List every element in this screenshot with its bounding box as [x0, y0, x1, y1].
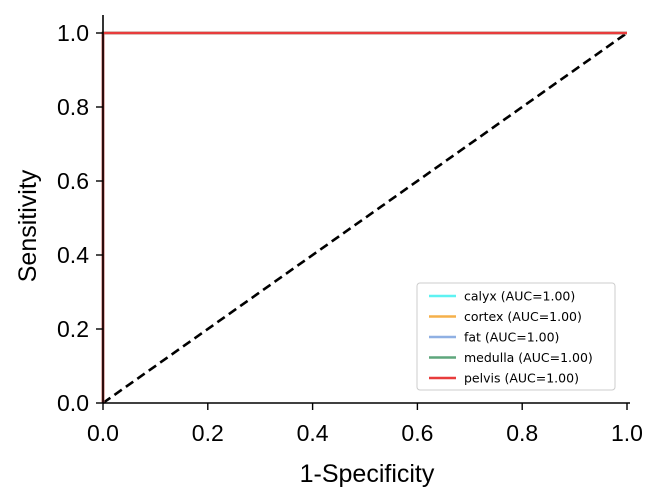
- y-tick-label: 0.8: [57, 94, 89, 120]
- x-tick-label: 0.8: [506, 420, 538, 446]
- legend-entry: pelvis (AUC=1.00): [464, 371, 579, 386]
- y-tick-label: 1.0: [57, 20, 89, 46]
- y-axis-label: Sensitivity: [14, 169, 42, 282]
- legend-entry: calyx (AUC=1.00): [464, 289, 575, 304]
- x-tick-label: 0.4: [297, 420, 329, 446]
- legend-box: [416, 282, 616, 391]
- x-tick-label: 0.6: [401, 420, 433, 446]
- y-tick-label: 0.6: [57, 168, 89, 194]
- legend-entry: medulla (AUC=1.00): [464, 350, 593, 365]
- y-tick-label: 0.2: [57, 316, 89, 342]
- x-tick-label: 0.0: [87, 420, 119, 446]
- y-tick-label: 0.4: [57, 242, 89, 268]
- legend-entry: fat (AUC=1.00): [464, 330, 559, 345]
- legend-entry: cortex (AUC=1.00): [464, 309, 582, 324]
- y-tick-label: 0.0: [57, 390, 89, 416]
- x-tick-label: 0.2: [192, 420, 224, 446]
- x-axis-label: 1-Specificity: [300, 460, 435, 487]
- reference-diagonal-line: [102, 31, 628, 405]
- x-tick-label: 1.0: [611, 420, 643, 446]
